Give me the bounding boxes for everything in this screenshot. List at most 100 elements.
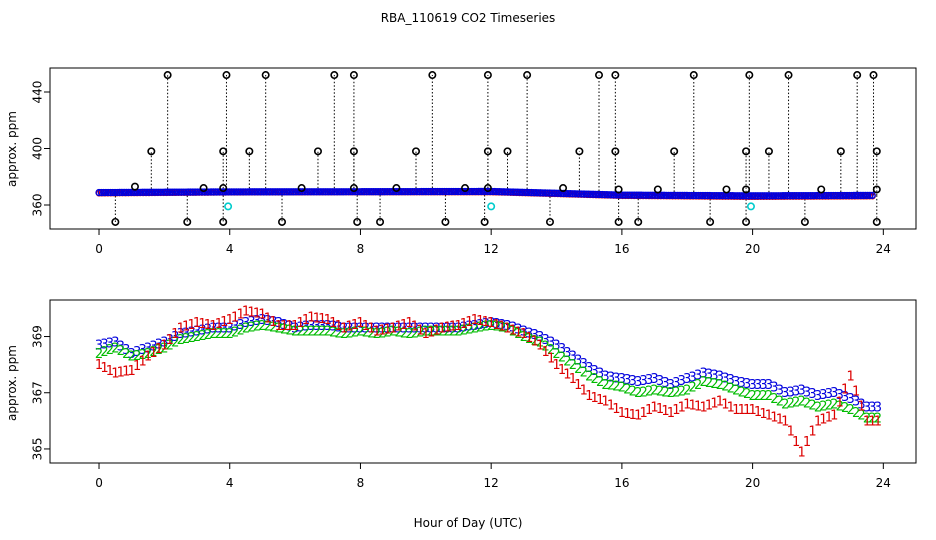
series-marker: 1 <box>645 403 653 418</box>
baseline-point <box>847 191 856 200</box>
series-marker: 3 <box>618 372 626 387</box>
series-marker: 2 <box>236 323 244 338</box>
x-tick-label: 16 <box>614 476 629 490</box>
series-marker: 3 <box>558 342 566 357</box>
bottom-ylabel: approx. ppm <box>5 345 19 421</box>
baseline-point <box>767 192 776 200</box>
series-marker: 3 <box>672 376 680 391</box>
outlier-point <box>183 217 192 226</box>
series-marker: 1 <box>531 335 539 350</box>
series-marker: 3 <box>574 353 582 368</box>
series-marker: 2 <box>378 326 386 341</box>
series-marker: 2 <box>411 326 419 341</box>
baseline-point <box>607 191 616 199</box>
outlier-point <box>412 147 421 156</box>
series-marker: 2 <box>280 323 288 338</box>
series-marker: 3 <box>808 387 816 402</box>
baseline-point <box>182 188 190 196</box>
series-marker: 2 <box>198 329 206 344</box>
baseline-point <box>193 188 202 196</box>
series-marker: 1 <box>465 315 473 330</box>
series-marker: 3 <box>607 370 615 385</box>
top-marks-group <box>95 71 881 226</box>
series-marker: 1 <box>803 435 811 450</box>
baseline-point <box>667 191 675 200</box>
x-tick-label: 0 <box>95 242 103 256</box>
baseline-point <box>541 189 549 197</box>
series-marker: 3 <box>302 320 310 335</box>
series-marker: 1 <box>797 445 805 460</box>
baseline-point <box>738 192 746 200</box>
series-marker: 3 <box>275 316 283 331</box>
baseline-point <box>271 188 279 196</box>
baseline-point <box>246 188 254 196</box>
series-marker: 1 <box>727 400 735 415</box>
series-marker: 1 <box>487 316 495 331</box>
series-marker: 3 <box>209 322 217 337</box>
series-marker: 2 <box>787 397 795 412</box>
outlier-point <box>222 71 231 80</box>
baseline-point <box>287 188 295 196</box>
series-marker: 3 <box>514 323 522 338</box>
series-marker: 3 <box>580 357 588 372</box>
outlier-point <box>130 182 139 191</box>
baseline-point <box>285 188 293 196</box>
baseline-point <box>680 191 689 200</box>
baseline-point <box>168 188 176 196</box>
series-marker: 1 <box>830 409 838 424</box>
series-marker: 3 <box>612 371 620 386</box>
outlier-point <box>634 217 643 226</box>
baseline-point <box>626 191 634 199</box>
series-marker: 3 <box>291 322 299 337</box>
baseline-point <box>340 188 348 196</box>
series-marker: 1 <box>340 322 348 337</box>
series-marker: 1 <box>454 319 462 334</box>
series-marker: 1 <box>874 414 882 429</box>
series-marker: 2 <box>182 332 190 347</box>
baseline-point <box>175 188 183 196</box>
baseline-point <box>296 188 304 196</box>
series-marker: 2 <box>193 330 201 345</box>
baseline-point <box>472 187 481 196</box>
baseline-point <box>696 191 705 200</box>
series-marker: 2 <box>509 324 517 339</box>
series-marker: 1 <box>373 324 381 339</box>
outlier-point <box>461 184 470 193</box>
x-tick-label: 20 <box>745 476 760 490</box>
x-tick-label: 12 <box>484 476 499 490</box>
y-tick-label: 369 <box>31 325 45 348</box>
series-marker: 1 <box>449 320 457 335</box>
baseline-point <box>603 191 611 199</box>
series-marker: 1 <box>520 327 528 342</box>
outlier-point <box>595 71 604 80</box>
baseline-point <box>106 188 115 197</box>
baseline-point <box>230 188 238 196</box>
series-marker: 3 <box>335 321 343 336</box>
baseline-point <box>97 188 105 197</box>
series-marker: 2 <box>803 397 811 412</box>
series-marker: 3 <box>765 378 773 393</box>
series-marker: 3 <box>215 322 223 337</box>
series-marker: 2 <box>558 351 566 366</box>
baseline-point <box>621 191 629 199</box>
series-marker: 3 <box>727 373 735 388</box>
series-marker: 2 <box>247 321 255 336</box>
series-marker: 1 <box>362 319 370 334</box>
x-tick-label: 4 <box>226 476 234 490</box>
series-marker: 3 <box>487 316 495 331</box>
baseline-point <box>125 188 133 197</box>
series-marker: 3 <box>384 322 392 337</box>
series-marker: 3 <box>438 322 446 337</box>
series-marker: 2 <box>460 323 468 338</box>
baseline-point <box>493 187 501 196</box>
series-marker: 1 <box>672 403 680 418</box>
outlier-point <box>784 71 793 80</box>
series-marker: 3 <box>394 322 402 337</box>
series-marker: 3 <box>748 378 756 393</box>
baseline-point <box>735 192 744 200</box>
series-marker: 2 <box>634 386 642 401</box>
series-marker: 2 <box>656 384 664 399</box>
series-marker: 3 <box>258 313 266 328</box>
outlier-point <box>523 71 532 80</box>
